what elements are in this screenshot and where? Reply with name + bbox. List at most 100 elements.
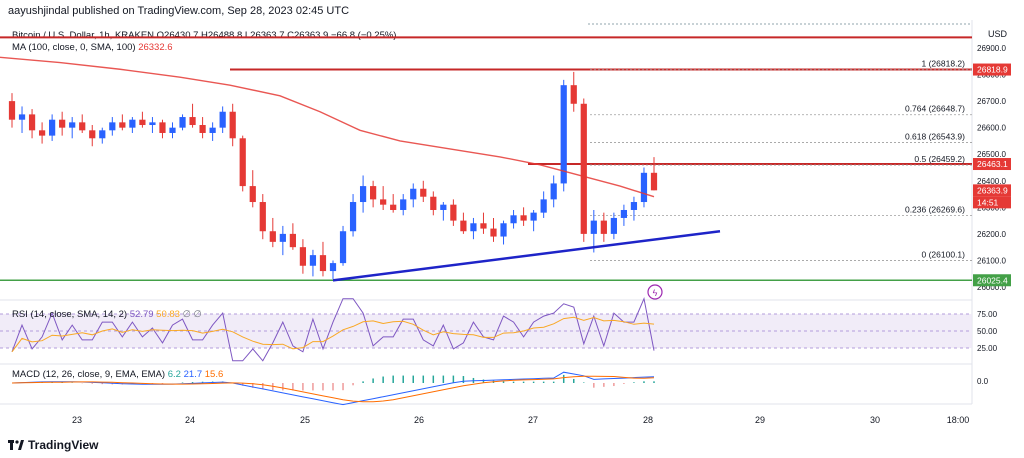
candle-body[interactable] xyxy=(99,130,106,139)
macd-legend[interactable]: MACD (12, 26, close, 9, EMA, EMA) 6.2 21… xyxy=(12,369,223,380)
candle-body[interactable] xyxy=(109,122,116,131)
candle-body[interactable] xyxy=(620,209,628,218)
candle-body[interactable] xyxy=(299,247,307,266)
candle-body[interactable] xyxy=(269,231,276,242)
rsi-sma-line[interactable] xyxy=(11,316,655,353)
candle-body[interactable] xyxy=(319,255,327,272)
event-bolt-icon[interactable] xyxy=(647,284,663,300)
candle-body[interactable] xyxy=(28,114,36,131)
time-tick-label: 30 xyxy=(870,415,880,425)
candle-body[interactable] xyxy=(249,186,256,203)
candle-body[interactable] xyxy=(380,199,387,205)
candle-body[interactable] xyxy=(8,101,16,120)
time-tick-label: 27 xyxy=(528,415,538,425)
candle-body[interactable] xyxy=(650,172,658,191)
candle-body[interactable] xyxy=(49,119,56,136)
candle-body[interactable] xyxy=(169,127,176,133)
macd-signal-value: 15.6 xyxy=(204,369,224,380)
candle-body[interactable] xyxy=(359,186,367,203)
macd-value: 21.7 xyxy=(183,369,203,380)
ma-legend[interactable]: MA (100, close, 0, SMA, 100) 26332.6 xyxy=(12,42,173,53)
candle-body[interactable] xyxy=(440,204,447,210)
tradingview-brand[interactable]: TradingView xyxy=(8,438,98,452)
price-tag[interactable] xyxy=(973,196,1011,209)
candle-body[interactable] xyxy=(590,220,597,234)
rsi-value: 52.79 xyxy=(129,309,154,320)
candle-body[interactable] xyxy=(390,204,397,210)
ma-label: MA (100, close, 0, SMA, 100) xyxy=(12,42,136,53)
candle-body[interactable] xyxy=(349,202,357,232)
candle-body[interactable] xyxy=(149,122,156,126)
candle-body[interactable] xyxy=(209,127,216,133)
price-tag[interactable] xyxy=(973,63,1011,76)
candle-body[interactable] xyxy=(329,263,337,272)
candle-body[interactable] xyxy=(480,223,487,229)
candle-body[interactable] xyxy=(490,228,497,237)
candle-body[interactable] xyxy=(18,114,26,120)
rsi-tick-label: 75.00 xyxy=(977,310,998,319)
candle-body[interactable] xyxy=(610,217,617,234)
brand-label: TradingView xyxy=(28,438,99,452)
rising-trendline[interactable] xyxy=(332,229,721,282)
candle-body[interactable] xyxy=(239,138,246,187)
candle-body[interactable] xyxy=(640,172,648,203)
time-tick-label: 25 xyxy=(300,415,310,425)
candle-body[interactable] xyxy=(38,130,46,136)
candle-body[interactable] xyxy=(400,199,407,210)
price-tag[interactable] xyxy=(973,158,1011,171)
candle-body[interactable] xyxy=(259,202,266,232)
candle-body[interactable] xyxy=(69,122,76,128)
candle-body[interactable] xyxy=(159,122,166,133)
candle-body[interactable] xyxy=(370,186,377,200)
candle-body[interactable] xyxy=(630,202,638,210)
price-tag[interactable] xyxy=(973,184,1011,197)
candle-body[interactable] xyxy=(510,215,517,224)
time-tick-label: 26 xyxy=(414,415,424,425)
macd-line[interactable] xyxy=(11,371,655,406)
candle-body[interactable] xyxy=(470,223,477,232)
price-tag[interactable] xyxy=(973,274,1011,287)
price-tick-label: 26100.0 xyxy=(977,256,1006,265)
rsi-legend[interactable]: RSI (14, close, SMA, 14, 2) 52.79 50.83 … xyxy=(12,309,202,320)
candle-body[interactable] xyxy=(129,119,136,128)
candle-body[interactable] xyxy=(119,122,126,128)
candle-body[interactable] xyxy=(570,85,577,104)
candle-body[interactable] xyxy=(59,119,66,128)
candle-body[interactable] xyxy=(199,125,206,133)
time-tick-label: 23 xyxy=(72,415,82,425)
rsi-extra: ∅ ∅ xyxy=(182,309,202,320)
price-tick-label: 26500.0 xyxy=(977,150,1006,159)
candle-body[interactable] xyxy=(139,119,146,126)
candle-body[interactable] xyxy=(520,215,527,221)
candle-body[interactable] xyxy=(600,220,607,234)
candle-body[interactable] xyxy=(279,233,286,242)
candle-body[interactable] xyxy=(550,183,557,200)
candle-body[interactable] xyxy=(580,103,587,234)
candle-body[interactable] xyxy=(450,204,457,221)
time-tick-label: 28 xyxy=(643,415,653,425)
candle-body[interactable] xyxy=(540,199,547,213)
candle-body[interactable] xyxy=(420,188,427,197)
candle-body[interactable] xyxy=(79,122,86,131)
candle-body[interactable] xyxy=(460,220,467,232)
ma100-line[interactable] xyxy=(0,56,655,198)
macd-tick-label: 0.0 xyxy=(977,377,989,386)
candle-body[interactable] xyxy=(219,111,226,128)
candle-body[interactable] xyxy=(89,130,96,139)
candle-body[interactable] xyxy=(339,231,347,264)
candle-body[interactable] xyxy=(309,255,317,266)
candle-body[interactable] xyxy=(560,85,567,184)
candle-body[interactable] xyxy=(430,196,437,210)
candle-body[interactable] xyxy=(410,188,417,200)
candle-body[interactable] xyxy=(289,233,296,248)
price-tick-label: 26900.0 xyxy=(977,44,1006,53)
candle-body[interactable] xyxy=(179,117,186,128)
macd-signal-line[interactable] xyxy=(11,375,655,403)
symbol-legend[interactable]: Bitcoin / U.S. Dollar, 1h, KRAKEN O26430… xyxy=(12,30,396,41)
candle-body[interactable] xyxy=(500,223,507,237)
candle-body[interactable] xyxy=(530,212,537,221)
candle-body[interactable] xyxy=(229,111,236,139)
rsi-line[interactable] xyxy=(11,297,655,362)
candle-body[interactable] xyxy=(189,117,196,126)
